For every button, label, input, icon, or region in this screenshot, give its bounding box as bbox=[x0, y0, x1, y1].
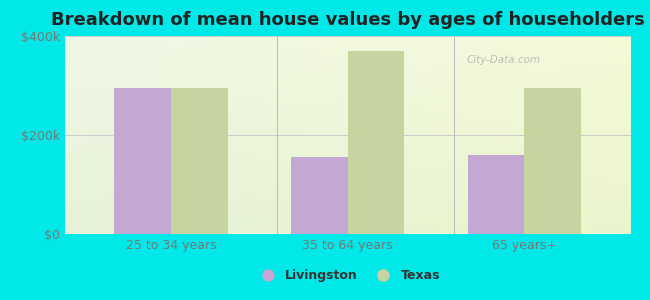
Bar bbox=[171, 88, 228, 234]
Bar bbox=[525, 88, 581, 234]
Legend: Livingston, Texas: Livingston, Texas bbox=[250, 264, 445, 287]
Bar bbox=[348, 51, 404, 234]
Bar bbox=[291, 157, 348, 234]
Bar bbox=[468, 155, 525, 234]
Text: City-Data.com: City-Data.com bbox=[467, 55, 541, 65]
Title: Breakdown of mean house values by ages of householders: Breakdown of mean house values by ages o… bbox=[51, 11, 645, 29]
Bar bbox=[114, 88, 171, 234]
